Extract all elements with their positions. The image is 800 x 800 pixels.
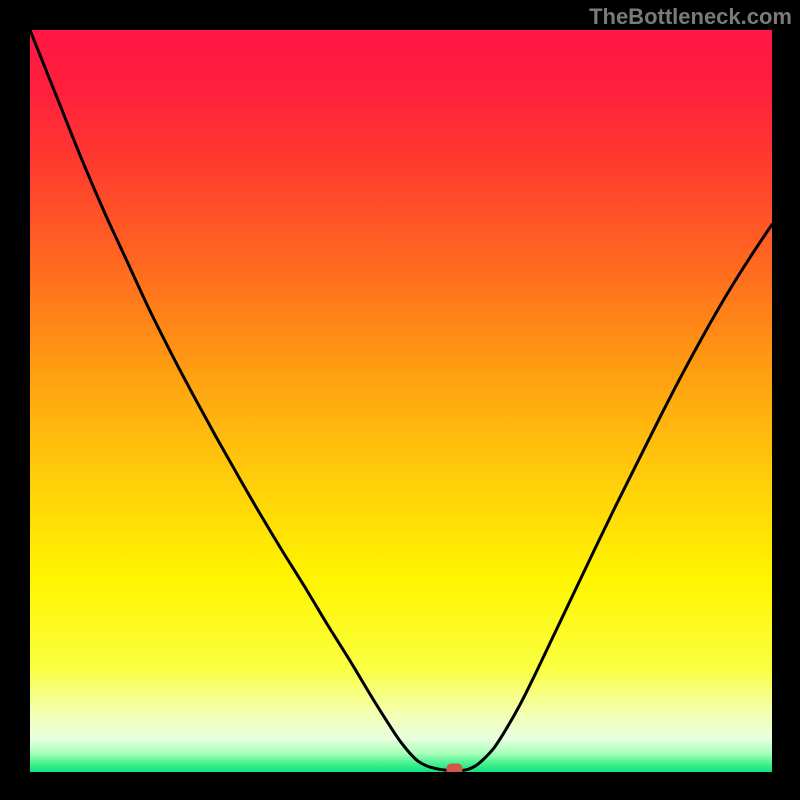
watermark-text: TheBottleneck.com [589, 4, 792, 30]
plot-area [30, 30, 772, 772]
bottleneck-curve [30, 30, 772, 771]
chart-container: { "watermark": { "text": "TheBottleneck.… [0, 0, 800, 800]
bottleneck-curve-svg [30, 30, 772, 772]
optimum-marker [446, 763, 462, 772]
